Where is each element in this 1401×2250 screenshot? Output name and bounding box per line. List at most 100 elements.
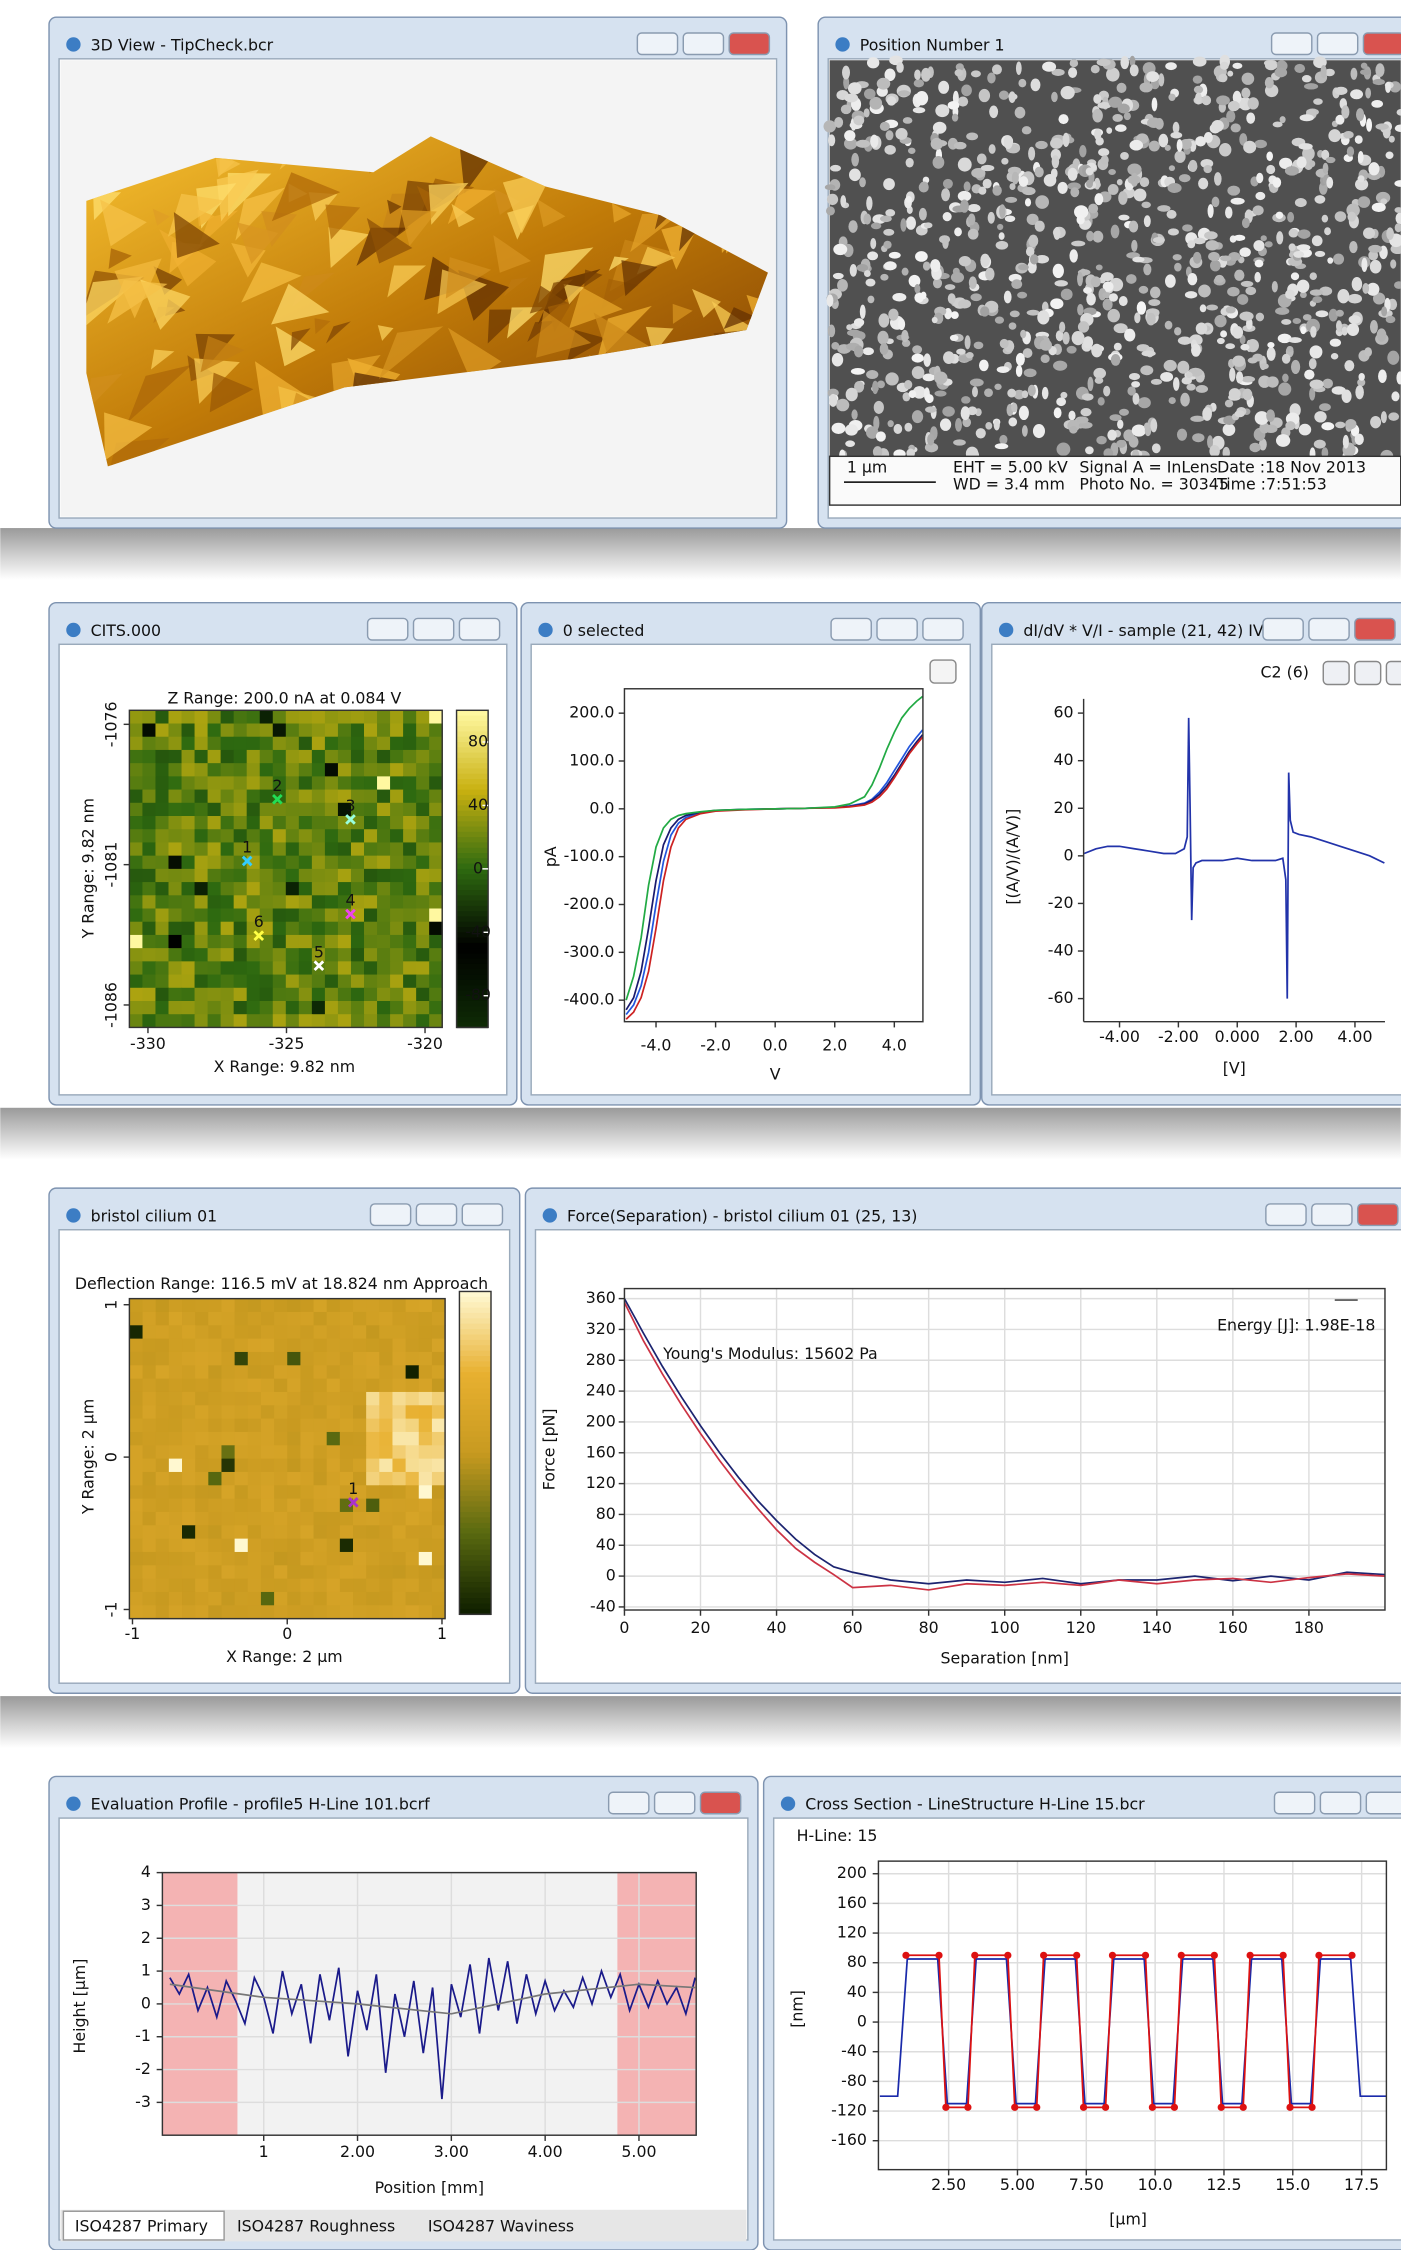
heatmap-cell: [286, 750, 300, 764]
graph-button[interactable]: [930, 660, 956, 683]
heatmap-cell: [366, 1392, 380, 1406]
close-button[interactable]: [1363, 33, 1401, 55]
particle: [1310, 345, 1323, 358]
particle: [1190, 416, 1204, 422]
minimize-button[interactable]: [368, 618, 408, 640]
heatmap-cell: [364, 750, 378, 764]
particle: [1288, 337, 1302, 343]
heatmap-cell: [340, 1459, 354, 1473]
heatmap-cell: [221, 1365, 235, 1379]
particle: [1085, 446, 1094, 454]
minimize-button[interactable]: [637, 33, 677, 55]
maximize-button[interactable]: [655, 1792, 695, 1814]
maximize-button[interactable]: [1320, 1792, 1360, 1814]
y-tick-label: 100.0: [569, 751, 614, 770]
maximize-button[interactable]: [877, 618, 917, 640]
marker-label: 3: [345, 796, 355, 815]
heatmap-cell: [129, 1512, 143, 1526]
data-point: [1109, 1952, 1116, 1959]
particle: [900, 218, 906, 231]
particle: [1079, 145, 1086, 157]
heatmap-cell: [208, 842, 222, 856]
maximize-button[interactable]: [1309, 618, 1349, 640]
heatmap-cell: [235, 1405, 249, 1419]
heatmap-cell: [379, 1405, 393, 1419]
heatmap-cell: [169, 1325, 183, 1339]
particle: [885, 372, 898, 385]
particle: [1140, 365, 1153, 375]
maximize-button[interactable]: [1318, 33, 1358, 55]
close-button[interactable]: [459, 618, 499, 640]
tab-label[interactable]: ISO4287 Roughness: [237, 2217, 395, 2236]
heatmap-cell: [406, 1525, 420, 1539]
heatmap-cell: [379, 1565, 393, 1579]
heatmap-cell: [155, 829, 169, 843]
particle: [931, 138, 943, 150]
minimize-button[interactable]: [1274, 1792, 1314, 1814]
particle: [1096, 265, 1103, 271]
minimize-button[interactable]: [1272, 33, 1312, 55]
particle: [1352, 277, 1362, 291]
heatmap-cell: [300, 1539, 314, 1553]
close-button[interactable]: [1366, 1792, 1401, 1814]
heatmap-cell: [155, 961, 169, 975]
heatmap-cell: [156, 1312, 170, 1326]
heatmap-cell: [416, 935, 430, 949]
x-tick-label: -4.0: [641, 1036, 672, 1055]
close-button[interactable]: [729, 33, 769, 55]
heatmap-cell: [247, 988, 261, 1002]
close-button[interactable]: [923, 618, 963, 640]
particle: [1266, 165, 1275, 174]
heatmap-cell: [182, 1499, 196, 1513]
heatmap-cell: [248, 1365, 262, 1379]
particle: [925, 394, 933, 403]
close-button[interactable]: [1355, 618, 1395, 640]
heatmap-cell: [129, 1472, 143, 1486]
close-button[interactable]: [462, 1204, 502, 1226]
particle: [942, 406, 955, 416]
maximize-button[interactable]: [683, 33, 723, 55]
heatmap-cell: [351, 988, 365, 1002]
heatmap-cell: [247, 790, 261, 804]
particle: [1236, 371, 1243, 383]
next-button[interactable]: [1355, 662, 1381, 685]
heatmap-cell: [261, 1405, 275, 1419]
particle: [866, 196, 872, 210]
minimize-button[interactable]: [609, 1792, 649, 1814]
heatmap-cell: [221, 869, 235, 883]
maximize-button[interactable]: [416, 1204, 456, 1226]
particle: [1220, 330, 1227, 337]
tab-label[interactable]: ISO4287 Waviness: [428, 2217, 574, 2236]
maximize-button[interactable]: [1312, 1204, 1352, 1226]
heatmap-cell: [286, 935, 300, 949]
particle: [844, 93, 858, 102]
heatmap-cell: [129, 1432, 143, 1446]
heatmap-cell: [182, 1365, 196, 1379]
minimize-button[interactable]: [1263, 618, 1303, 640]
minimize-button[interactable]: [1266, 1204, 1306, 1226]
colorbar-step: [459, 1544, 491, 1550]
heatmap-cell: [143, 1325, 157, 1339]
heatmap-cell: [390, 737, 404, 751]
data-point: [1348, 1952, 1355, 1959]
particle: [863, 213, 871, 224]
particle: [1360, 69, 1371, 75]
minimize-button[interactable]: [831, 618, 871, 640]
particle: [880, 122, 890, 131]
particle: [895, 128, 907, 140]
options-button[interactable]: [1386, 662, 1401, 685]
particle: [974, 342, 984, 350]
particle: [1165, 62, 1177, 70]
colorbar-step: [457, 1017, 489, 1023]
tab-label[interactable]: ISO4287 Primary: [75, 2217, 208, 2236]
particle: [1214, 172, 1222, 186]
maximize-button[interactable]: [414, 618, 454, 640]
prev-button[interactable]: [1323, 662, 1349, 685]
close-button[interactable]: [701, 1792, 741, 1814]
particle: [1141, 202, 1151, 208]
heatmap-cell: [156, 1392, 170, 1406]
minimize-button[interactable]: [370, 1204, 410, 1226]
heatmap-cell: [274, 1472, 288, 1486]
close-button[interactable]: [1358, 1204, 1398, 1226]
heatmap-cell: [208, 724, 222, 738]
